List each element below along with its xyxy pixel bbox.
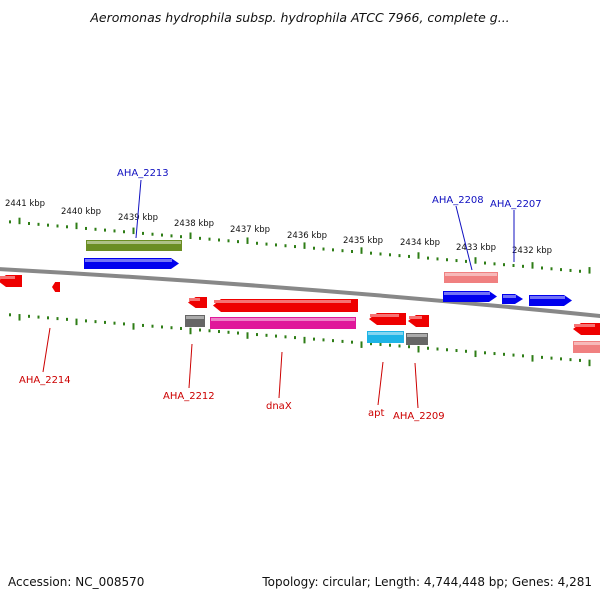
feature-highlight bbox=[189, 298, 200, 301]
feature-highlight bbox=[530, 296, 565, 299]
feature-highlight bbox=[214, 300, 351, 303]
apt-leader-line bbox=[377, 361, 384, 406]
aha-2213-label: AHA_2213 bbox=[117, 168, 169, 179]
scale-label: 2438 kbp bbox=[174, 219, 214, 229]
aha-2213-leader-line bbox=[135, 179, 142, 239]
aha-2208-label: AHA_2208 bbox=[432, 195, 484, 206]
feature-highlight bbox=[186, 316, 204, 319]
aha-2207-label: AHA_2207 bbox=[490, 199, 542, 210]
accession-text: Accession: NC_008570 bbox=[8, 575, 145, 589]
feature-highlight bbox=[503, 295, 516, 298]
feature-highlight bbox=[85, 259, 172, 262]
feature-highlight bbox=[444, 292, 490, 295]
scale-label: 2436 kbp bbox=[287, 231, 327, 241]
feature-highlight bbox=[370, 314, 399, 317]
feature-highlight bbox=[211, 318, 355, 321]
scale-label: 2435 kbp bbox=[343, 236, 383, 246]
feature-highlight bbox=[407, 334, 427, 337]
feature-highlight bbox=[445, 273, 497, 276]
scale-ticks bbox=[9, 217, 591, 367]
scale-label: 2432 kbp bbox=[512, 246, 552, 256]
aha-2214-minus-strand-feature bbox=[52, 282, 60, 292]
aha-2209-leader-line bbox=[414, 362, 419, 409]
scale-label: 2434 kbp bbox=[400, 238, 440, 248]
aha-2214-leader-line bbox=[42, 327, 51, 373]
aha-2212-leader-line bbox=[188, 343, 193, 389]
map-title: Aeromonas hydrophila subsp. hydrophila A… bbox=[90, 10, 510, 25]
feature-highlight bbox=[0, 276, 15, 279]
scale-label: 2437 kbp bbox=[230, 225, 270, 235]
dnax-leader-line bbox=[278, 351, 283, 399]
gene-features bbox=[0, 240, 600, 353]
dnax-label: dnaX bbox=[266, 401, 292, 412]
apt-label: apt bbox=[368, 408, 384, 419]
scale-label: 2440 kbp bbox=[61, 207, 101, 217]
feature-highlight bbox=[574, 324, 595, 327]
genome-backbone bbox=[0, 267, 600, 318]
feature-highlight bbox=[409, 316, 422, 319]
aha-2208-leader-line bbox=[455, 205, 473, 271]
feature-highlight bbox=[368, 332, 403, 335]
genome-summary-text: Topology: circular; Length: 4,744,448 bp… bbox=[262, 575, 592, 589]
feature-highlight bbox=[574, 342, 600, 345]
feature-highlight bbox=[87, 241, 181, 244]
scale-label: 2433 kbp bbox=[456, 243, 496, 253]
aha-2212-label: AHA_2212 bbox=[163, 391, 215, 402]
aha-2209-label: AHA_2209 bbox=[393, 411, 445, 422]
aha-2214-label: AHA_2214 bbox=[19, 375, 71, 386]
scale-label: 2441 kbp bbox=[5, 199, 45, 209]
